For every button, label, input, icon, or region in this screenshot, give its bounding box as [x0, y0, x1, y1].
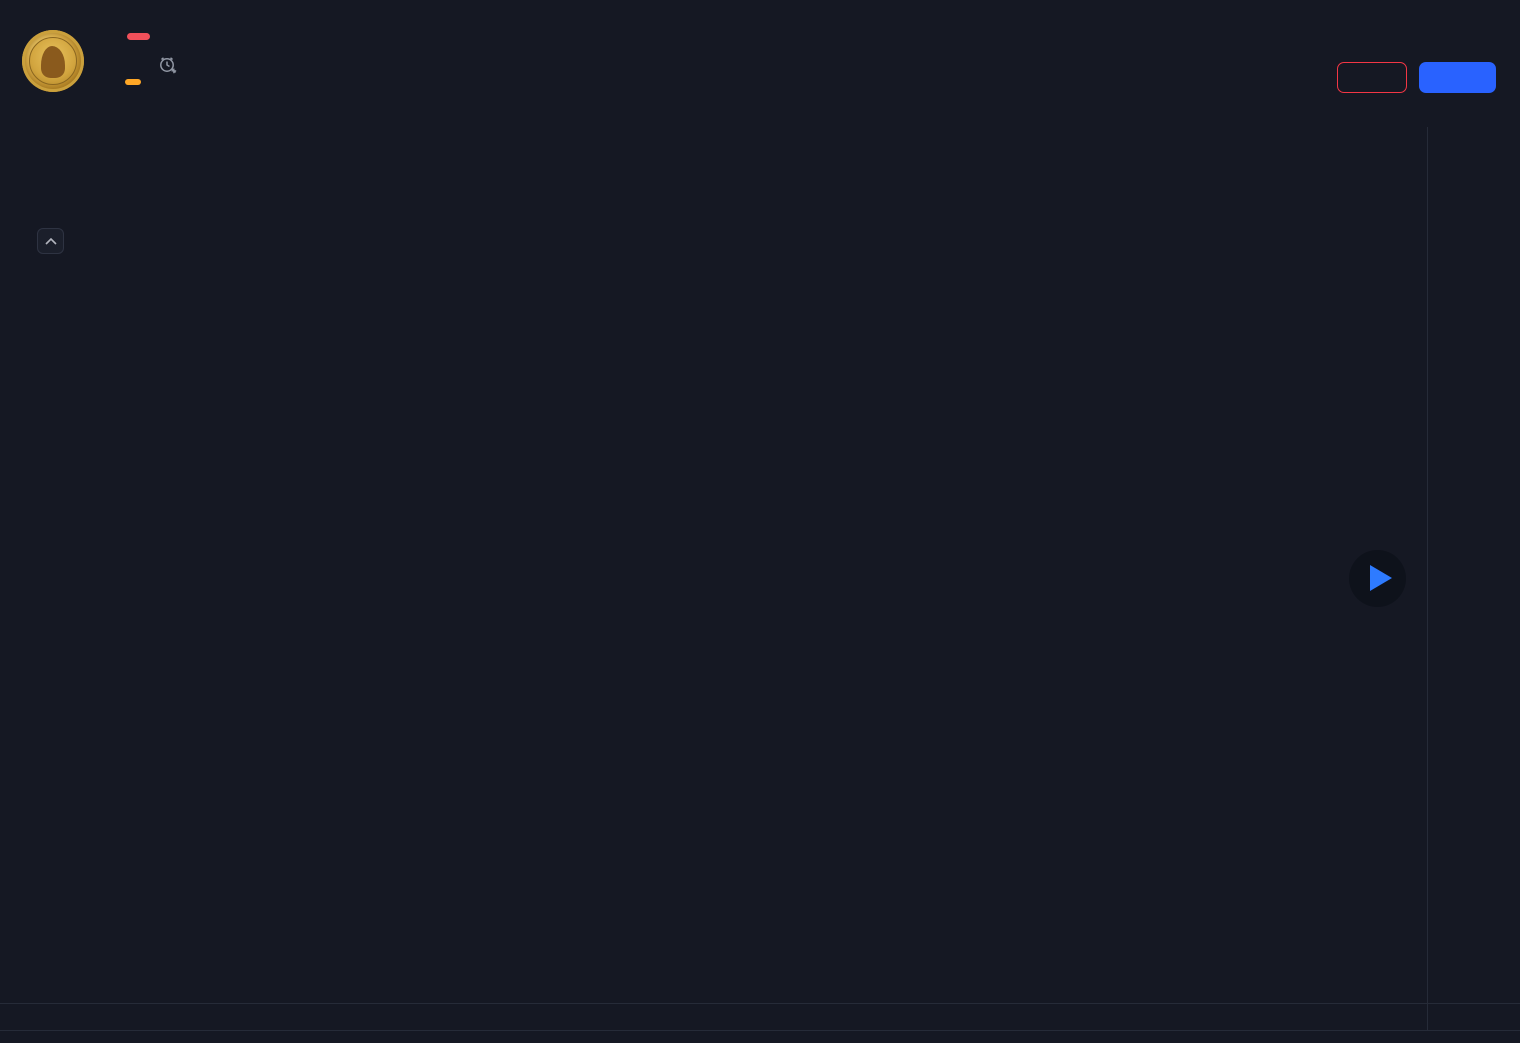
edit-button[interactable] — [1419, 62, 1496, 93]
legend-env-row[interactable] — [33, 158, 60, 174]
idea-header — [0, 0, 1520, 127]
premium-badge — [125, 79, 141, 85]
legend-symbol-row[interactable] — [33, 135, 60, 151]
play-button[interactable] — [1349, 550, 1406, 607]
add-alert-icon[interactable] — [157, 54, 178, 78]
avatar[interactable] — [22, 30, 84, 92]
legend-volume-row[interactable] — [33, 204, 60, 220]
chevron-up-icon — [44, 237, 57, 245]
collapse-pane-button[interactable] — [37, 228, 64, 254]
legend-ma-row[interactable] — [33, 181, 60, 197]
time-axis-bottom-border — [0, 1030, 1520, 1031]
play-icon — [1370, 565, 1392, 591]
short-direction-badge — [127, 32, 150, 40]
price-axis-border — [1427, 127, 1428, 1030]
delete-button[interactable] — [1337, 62, 1407, 93]
time-axis-border — [0, 1003, 1520, 1004]
coin-figure-icon — [41, 46, 65, 78]
chart-legend — [33, 135, 60, 227]
